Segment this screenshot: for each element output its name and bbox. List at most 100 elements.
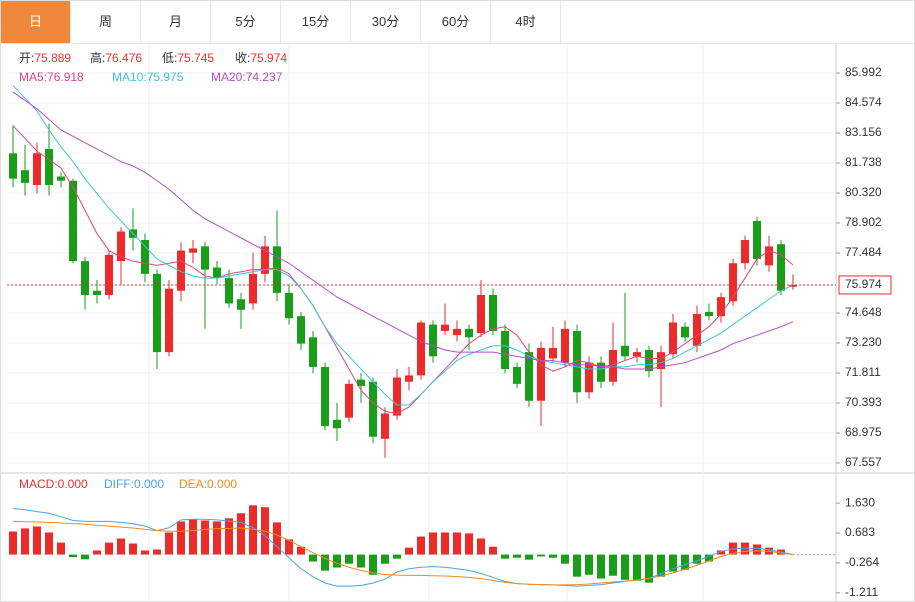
period-tab[interactable]: 15分	[281, 1, 351, 43]
candle-body	[489, 294, 497, 331]
legend-item: MA10:75.975	[112, 70, 184, 84]
macd-bar	[153, 549, 161, 555]
candle-body	[105, 254, 113, 295]
candle-body	[321, 366, 329, 427]
candle-body	[285, 292, 293, 319]
macd-bar	[453, 532, 461, 555]
macd-bar	[33, 526, 41, 555]
candle-body	[249, 273, 257, 304]
macd-bar	[249, 505, 257, 555]
macd-bar	[213, 521, 221, 555]
y-tick-label: 77.484	[845, 245, 882, 259]
period-tab[interactable]: 日	[1, 1, 71, 43]
candle-body	[537, 347, 545, 401]
macd-bar	[273, 522, 281, 555]
candle-body	[333, 419, 341, 429]
period-tab[interactable]: 4时	[491, 1, 561, 43]
macd-bar	[681, 554, 689, 570]
candle-body	[417, 322, 425, 376]
candle-body	[177, 250, 185, 291]
macd-bar	[537, 554, 545, 557]
candle-body	[501, 330, 509, 370]
macd-bar	[369, 554, 377, 575]
candle-body	[297, 316, 305, 344]
legend-name: 高:	[90, 50, 105, 65]
candle-body	[657, 352, 665, 370]
period-tab[interactable]: 月	[141, 1, 211, 43]
y-tick-label: 68.975	[845, 425, 882, 439]
candle-body	[429, 324, 437, 357]
legend-value: 75.889	[34, 51, 71, 65]
y-tick-label: -1.211	[845, 585, 878, 599]
candle-body	[633, 352, 641, 357]
y-tick-label: 84.574	[845, 95, 882, 109]
macd-bar	[333, 554, 341, 568]
legend-value: 74.237	[246, 70, 283, 84]
candle-body	[741, 239, 749, 264]
macd-bar	[321, 554, 329, 571]
macd-bar	[345, 554, 353, 564]
candle-body	[597, 362, 605, 382]
macd-bar	[117, 538, 125, 555]
candle-body	[729, 263, 737, 302]
period-tab[interactable]: 30分	[351, 1, 421, 43]
macd-bar	[69, 554, 77, 558]
period-tab[interactable]: 60分	[421, 1, 491, 43]
macd-bar	[477, 538, 485, 555]
macd-bar	[105, 542, 113, 555]
candle-body	[513, 366, 521, 384]
macd-bar	[633, 554, 641, 581]
period-tab[interactable]: 周	[71, 1, 141, 43]
legend-value: 0.000	[58, 477, 88, 491]
legend-value: 76.918	[47, 70, 84, 84]
candle-body	[237, 299, 245, 310]
legend-item: DEA:0.000	[179, 477, 237, 491]
legend-item: DIFF:0.000	[104, 477, 164, 491]
legend-name: MA5:	[19, 70, 47, 84]
candle-body	[261, 246, 269, 274]
candle-body	[645, 349, 653, 372]
candle-body	[117, 231, 125, 262]
legend-value: 76.476	[105, 51, 142, 65]
candle-body	[573, 330, 581, 393]
macd-bar	[441, 532, 449, 555]
candle-body	[381, 413, 389, 439]
candle-body	[669, 322, 677, 355]
candle-body	[693, 314, 701, 346]
candle-body	[393, 377, 401, 416]
y-tick-label: 73.230	[845, 335, 882, 349]
macd-bar	[201, 520, 209, 555]
candle-body	[477, 294, 485, 334]
macd-bar	[405, 547, 413, 555]
legend-name: 收:	[235, 51, 250, 65]
macd-bar	[141, 550, 149, 555]
candle-body	[81, 261, 89, 295]
macd-bar	[57, 542, 65, 555]
macd-bar	[237, 513, 245, 555]
candle-body	[525, 352, 533, 401]
candle-body	[777, 244, 785, 291]
y-tick-label: 71.811	[845, 365, 881, 379]
candle-body	[189, 248, 197, 253]
period-tab[interactable]: 5分	[211, 1, 281, 43]
macd-bar	[381, 554, 389, 564]
candle-body	[45, 149, 53, 185]
candle-body	[453, 328, 461, 336]
legend-value: 75.745	[177, 51, 214, 65]
macd-bar	[357, 554, 365, 568]
macd-bar	[489, 546, 497, 555]
candle-body	[621, 345, 629, 357]
candle-body	[609, 349, 617, 382]
macd-bar	[645, 554, 653, 583]
candle-body	[153, 273, 161, 353]
candle-body	[441, 324, 449, 331]
candle-body	[21, 170, 29, 183]
candle-body	[69, 180, 77, 262]
line	[12, 520, 794, 586]
macd-bar	[81, 554, 89, 560]
legend-value: 0.000	[134, 477, 164, 491]
legend-name: 开:	[19, 51, 34, 65]
y-tick-label: -0.264	[845, 555, 879, 569]
macd-bar	[669, 554, 677, 572]
